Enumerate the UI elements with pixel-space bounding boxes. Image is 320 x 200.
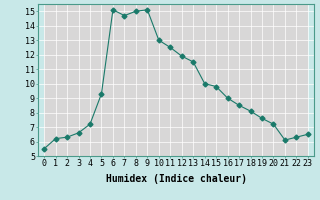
Bar [101, 4, 113, 156]
Bar [251, 4, 262, 156]
Bar [159, 4, 170, 156]
Bar [124, 4, 136, 156]
Bar [44, 4, 56, 156]
Bar [216, 4, 228, 156]
Bar [90, 4, 101, 156]
Bar [136, 4, 147, 156]
Bar [182, 4, 193, 156]
Bar [67, 4, 78, 156]
Bar [228, 4, 239, 156]
Bar [239, 4, 251, 156]
X-axis label: Humidex (Indice chaleur): Humidex (Indice chaleur) [106, 174, 246, 184]
Bar [285, 4, 296, 156]
Bar [274, 4, 285, 156]
Bar [296, 4, 308, 156]
Bar [56, 4, 67, 156]
Bar [170, 4, 182, 156]
Bar [147, 4, 159, 156]
Bar [205, 4, 216, 156]
Bar [113, 4, 124, 156]
Bar [262, 4, 274, 156]
Bar [193, 4, 205, 156]
Bar [78, 4, 90, 156]
